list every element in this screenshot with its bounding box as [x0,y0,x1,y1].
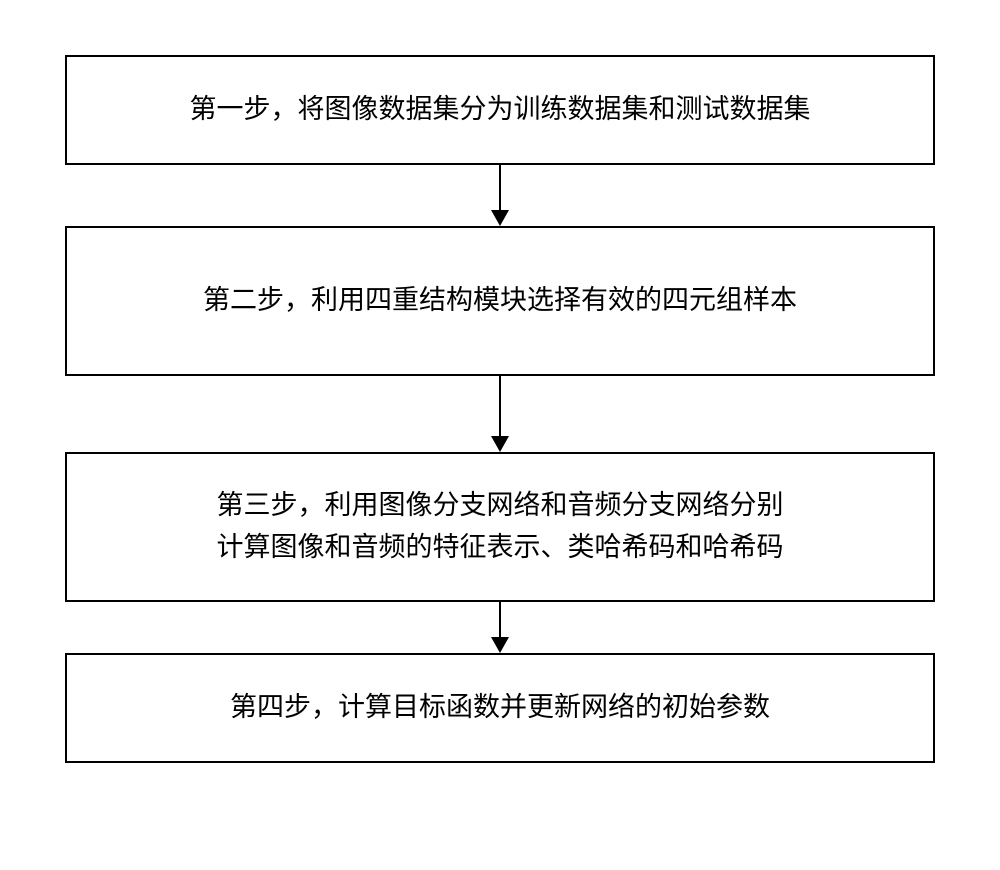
flowchart-step-3: 第三步，利用图像分支网络和音频分支网络分别 计算图像和音频的特征表示、类哈希码和… [65,452,935,602]
arrow-line [499,165,501,210]
arrow-line [499,602,501,637]
step-3-text-wrapper: 第三步，利用图像分支网络和音频分支网络分别 计算图像和音频的特征表示、类哈希码和… [217,485,784,569]
arrow-3-to-4 [491,602,509,653]
flowchart-step-4: 第四步，计算目标函数并更新网络的初始参数 [65,653,935,763]
arrow-head-icon [491,436,509,452]
arrow-2-to-3 [491,376,509,452]
step-3-text-line2: 计算图像和音频的特征表示、类哈希码和哈希码 [217,527,784,569]
step-1-text: 第一步，将图像数据集分为训练数据集和测试数据集 [190,89,811,131]
flowchart-step-2: 第二步，利用四重结构模块选择有效的四元组样本 [65,226,935,376]
flowchart-step-1: 第一步，将图像数据集分为训练数据集和测试数据集 [65,55,935,165]
arrow-line [499,376,501,436]
step-2-text: 第二步，利用四重结构模块选择有效的四元组样本 [203,280,797,322]
step-3-text-line1: 第三步，利用图像分支网络和音频分支网络分别 [217,485,784,527]
step-4-text: 第四步，计算目标函数并更新网络的初始参数 [230,687,770,729]
arrow-head-icon [491,210,509,226]
arrow-head-icon [491,637,509,653]
arrow-1-to-2 [491,165,509,226]
